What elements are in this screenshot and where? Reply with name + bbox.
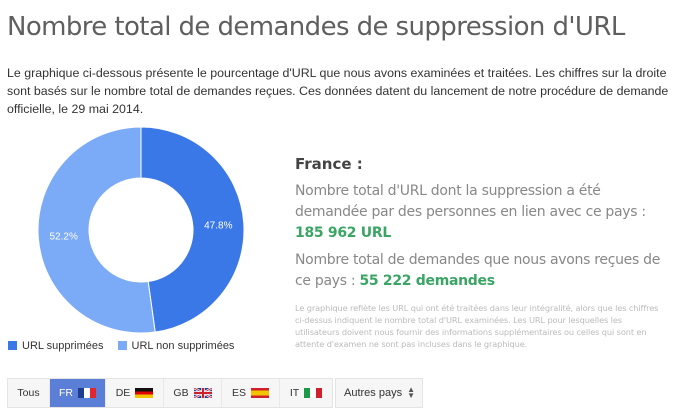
slice-label-non-supprimees: 52.2% [50,231,78,242]
urls-value: 185 962 URL [295,225,391,241]
tab-label: Tous [17,387,40,399]
flag-it-icon [304,388,323,398]
tab-label: GB [173,387,189,399]
legend-swatch [117,341,127,350]
intro-text: Le graphique ci-dessous présente le pour… [7,66,669,116]
select-value: Autres pays [344,387,403,399]
requests-stat: Nombre total de demandes que nous avons … [295,250,665,292]
legend-label: URL supprimées [22,340,104,352]
tab-label: DE [115,387,131,399]
tab-gb[interactable]: GB [164,379,222,407]
select-arrows-icon: ▲ ▼ [407,385,415,400]
slice-label-supprimees: 47.8% [204,221,232,232]
requests-value: 55 222 demandes [359,273,495,289]
page-title: Nombre total de demandes de suppression … [7,12,625,42]
tab-fr[interactable]: FR [50,379,106,407]
country-tabs: Tous FR DE GB ES IT [7,378,333,408]
chart-legend: URL supprimées URL non supprimées [8,340,234,352]
requests-label: Nombre total de demandes que nous avons … [295,252,661,289]
tab-label: IT [289,387,300,399]
flag-gb-icon [193,388,212,398]
tab-label: ES [231,387,246,399]
tab-label: FR [59,387,73,399]
tab-de[interactable]: DE [106,379,164,407]
chart-note: Le graphique reflète les URL qui ont été… [295,303,659,349]
country-info: France : Nombre total d'URL dont la supp… [295,155,665,350]
tab-es[interactable]: ES [222,379,280,407]
country-name: France : [295,155,363,173]
tab-tous[interactable]: Tous [8,379,50,407]
donut-chart: 47.8% 52.2% [37,126,245,334]
legend-item-non-supprimees: URL non supprimées [117,340,235,352]
other-countries-select[interactable]: Autres pays ▲ ▼ [335,378,423,408]
urls-stat: Nombre total d'URL dont la suppression a… [295,181,665,244]
legend-label: URL non supprimées [131,340,235,352]
flag-fr-icon [78,388,96,398]
urls-label: Nombre total d'URL dont la suppression a… [295,183,646,220]
legend-swatch [8,341,17,350]
flag-de-icon [135,388,154,398]
flag-es-icon [251,388,269,398]
slice-url-non-supprimees[interactable] [37,126,156,334]
slice-url-supprimees[interactable] [140,126,245,333]
tab-it[interactable]: IT [280,379,332,407]
legend-item-supprimees: URL supprimées [8,340,104,352]
